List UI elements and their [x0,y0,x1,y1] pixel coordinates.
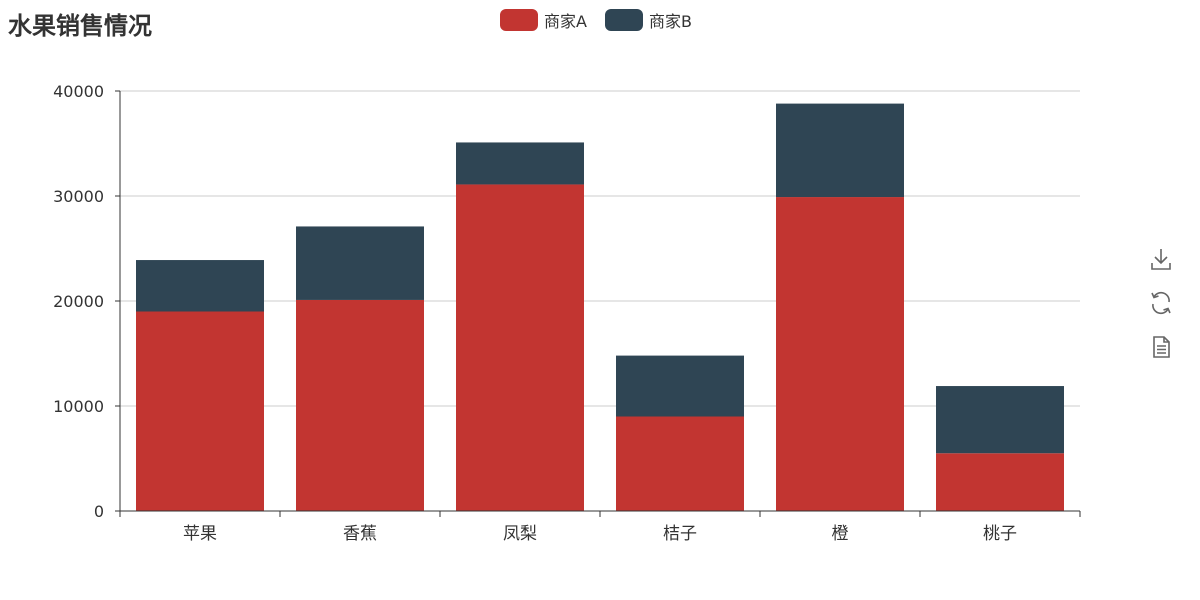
y-tick-label: 40000 [53,82,104,101]
toolbox [1148,246,1174,360]
y-tick-label: 0 [94,502,104,521]
x-tick-label: 香蕉 [343,524,377,544]
data-view-icon[interactable] [1148,334,1174,360]
y-tick-label: 30000 [53,187,104,206]
legend-item-a[interactable]: 商家A [500,8,587,32]
bar-a[interactable] [296,299,424,511]
y-tick-label: 20000 [53,292,104,311]
x-tick-label: 桔子 [663,524,697,544]
legend-swatch-a [500,9,538,31]
bar-b[interactable] [776,103,904,198]
legend-label-b: 商家B [648,12,692,31]
y-tick-label: 10000 [53,397,104,416]
legend-label-a: 商家A [544,12,587,31]
x-tick-label: 苹果 [183,524,217,544]
bar-a[interactable] [776,197,904,512]
legend-item-b[interactable]: 商家B [604,8,692,32]
bar-a[interactable] [616,416,744,512]
legend-swatch-b [604,9,643,31]
bar-b[interactable] [296,226,424,300]
refresh-icon[interactable] [1148,290,1174,316]
bar-a[interactable] [136,311,264,512]
x-tick-label: 凤梨 [503,524,537,544]
legend: 商家A 商家B [500,8,692,32]
bar-b[interactable] [616,355,744,417]
bar-a[interactable] [456,184,584,511]
x-tick-label: 橙 [832,524,849,544]
bar-b[interactable] [456,142,584,185]
bar-b[interactable] [936,386,1064,454]
chart-title: 水果销售情况 [8,12,152,40]
bar-b[interactable] [136,260,264,312]
download-icon[interactable] [1148,246,1174,272]
bar-a[interactable] [936,453,1064,511]
x-tick-label: 桃子 [983,524,1017,544]
